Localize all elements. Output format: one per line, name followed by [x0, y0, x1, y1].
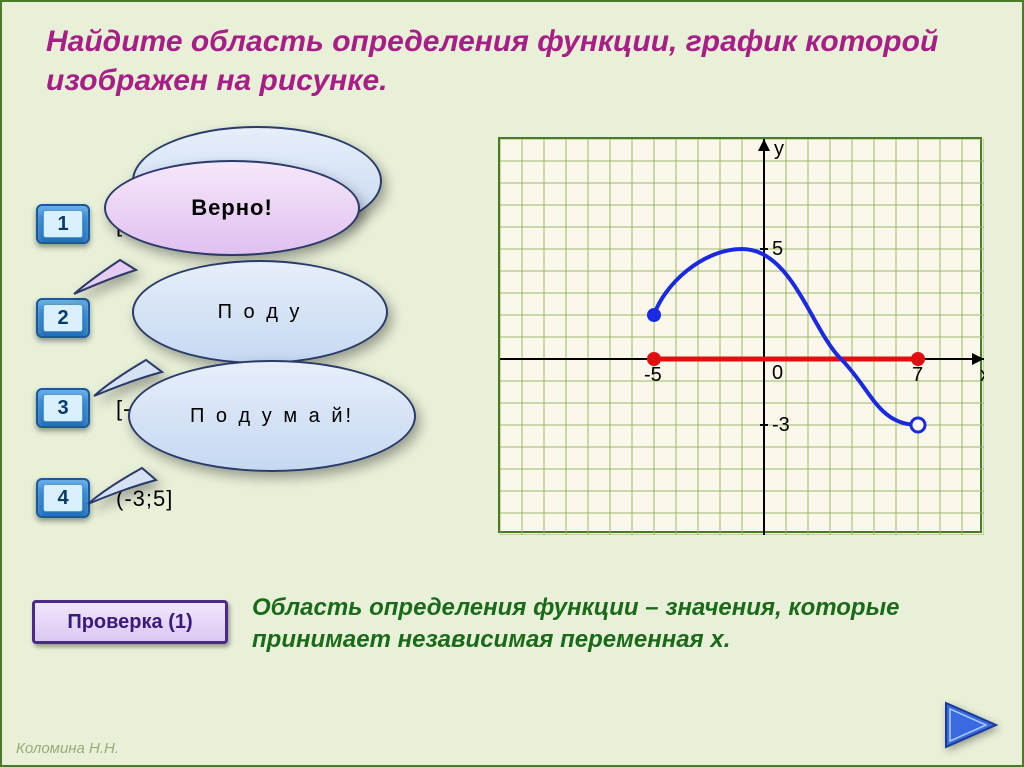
- svg-text:0: 0: [772, 362, 783, 384]
- answer-number: 1: [43, 210, 83, 238]
- answer-number: 2: [43, 304, 83, 332]
- answer-number: 4: [43, 484, 83, 512]
- feedback-bubble-think1: П о д у: [132, 260, 388, 364]
- answers-area: 1 2 3 4 [- [- (-3;5] Верно!: [32, 132, 472, 562]
- answer-button-4[interactable]: 4: [36, 478, 90, 518]
- svg-text:у: у: [774, 139, 784, 160]
- triangle-right-icon: [942, 699, 1000, 751]
- feedback-bubble-think2: П о д у м а й!: [128, 360, 416, 472]
- slide: Найдите область определения функции, гра…: [0, 0, 1024, 767]
- bubble-tail-svg: [98, 384, 418, 534]
- answer-number: 3: [43, 394, 83, 422]
- svg-text:5: 5: [772, 238, 783, 260]
- svg-text:х: х: [980, 364, 984, 386]
- feedback-bubble-correct: Верно!: [104, 160, 360, 256]
- explanation-text: Область определения функции – значения, …: [252, 592, 972, 657]
- next-button[interactable]: [942, 699, 1000, 751]
- svg-text:7: 7: [912, 364, 923, 386]
- check-button[interactable]: Проверка (1): [32, 600, 228, 644]
- question-title: Найдите область определения функции, гра…: [46, 22, 998, 100]
- function-graph: х у 0 5 -3 -5 7: [498, 137, 982, 533]
- author-credit: Коломина Н.Н.: [16, 740, 119, 757]
- svg-text:-5: -5: [644, 364, 662, 386]
- answer-button-3[interactable]: 3: [36, 388, 90, 428]
- check-label: Проверка (1): [67, 611, 192, 634]
- svg-text:-3: -3: [772, 414, 790, 436]
- graph-svg: х у 0 5 -3 -5 7: [500, 139, 984, 535]
